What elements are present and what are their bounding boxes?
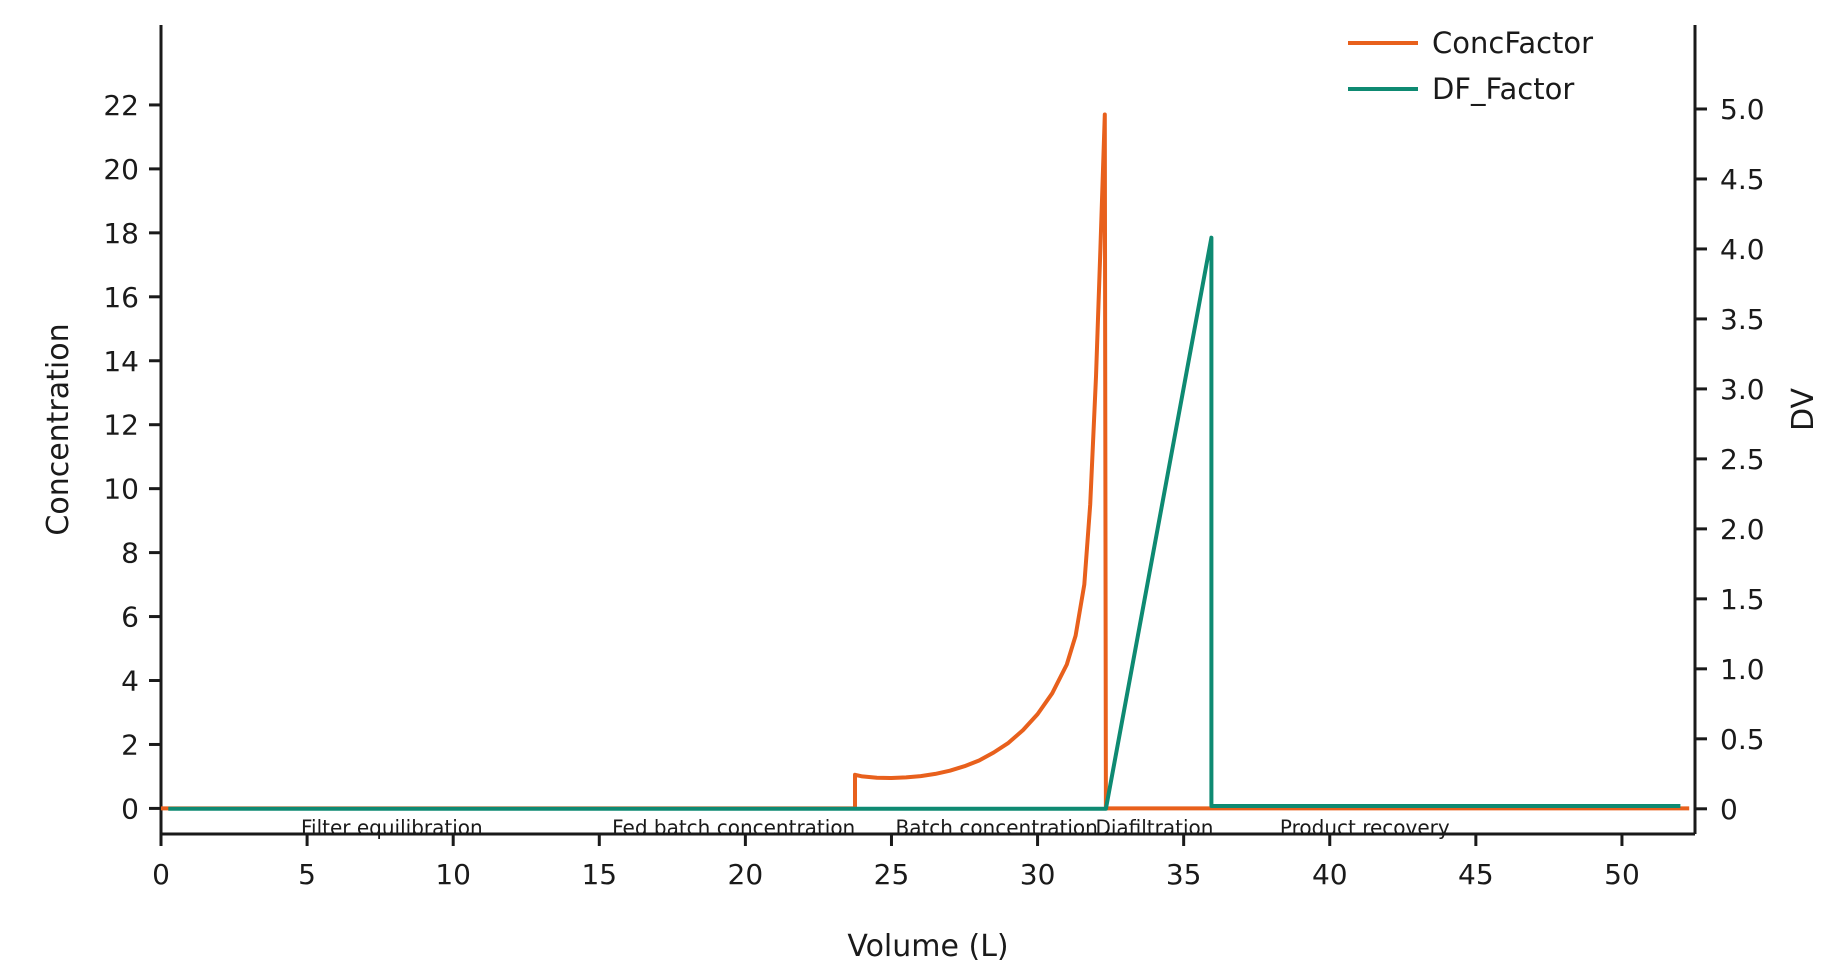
y2-tick-label: 0.5: [1720, 723, 1765, 756]
x-tick-label: 5: [298, 858, 316, 891]
y2-tick-label: 3.0: [1720, 373, 1765, 406]
y2-tick-label: 1.5: [1720, 583, 1765, 616]
y-tick-label: 22: [103, 89, 139, 122]
x-tick-label: 15: [581, 858, 617, 891]
x-tick-label: 0: [152, 858, 170, 891]
y-tick-label: 0: [121, 792, 139, 825]
axes-group: 0 5 10 15 20 25 30 35 40 45 50 0 2 4 6 8 10 12 14 16 18 20 22 0…: [103, 25, 1765, 891]
x-tick-label: 40: [1312, 858, 1348, 891]
y-tick-label: 8: [121, 537, 139, 570]
y2-tick-label: 2.5: [1720, 443, 1765, 476]
legend-label-concfactor: ConcFactor: [1432, 26, 1593, 60]
y-tick-label: 10: [103, 473, 139, 506]
phase-annotations: Filter equilibration Fed batch concentrat…: [301, 815, 1450, 839]
legend-label-df-factor: DF_Factor: [1432, 72, 1574, 106]
series-line-concfactor: [161, 112, 1690, 811]
y2-tick-label: 3.5: [1720, 303, 1765, 336]
y2-tick-label: 2.0: [1720, 513, 1765, 546]
y-tick-label: 4: [121, 665, 139, 698]
x-tick-label: 20: [728, 858, 764, 891]
phase-label: Filter equilibration: [301, 815, 483, 839]
y-axis-title: Concentration: [41, 323, 76, 535]
y-tick-label: 18: [103, 217, 139, 250]
phase-label: Batch concentration: [895, 815, 1097, 839]
x-tick-label: 45: [1458, 858, 1494, 891]
y2-axis-title: DV: [1786, 387, 1821, 431]
y-tick-label: 20: [103, 153, 139, 186]
y2-tick-label: 1.0: [1720, 653, 1765, 686]
series-group: [161, 112, 1690, 811]
phase-label: Fed batch concentration: [612, 815, 855, 839]
y2-tick-label: 4.0: [1720, 233, 1765, 266]
x-tick-label: 35: [1166, 858, 1202, 891]
y2-tick-label: 4.5: [1720, 163, 1765, 196]
x-tick-label: 25: [874, 858, 910, 891]
x-tick-label: 10: [435, 858, 471, 891]
phase-label: Product recovery: [1280, 815, 1450, 839]
y-tick-label: 6: [121, 601, 139, 634]
y2-tick-label: 0: [1720, 793, 1738, 826]
y-tick-label: 14: [103, 345, 139, 378]
y-tick-label: 2: [121, 728, 139, 761]
x-tick-label: 50: [1604, 858, 1640, 891]
y2-tick-label: 5.0: [1720, 93, 1765, 126]
x-tick-label: 30: [1020, 858, 1056, 891]
series-line-df-factor: [168, 235, 1681, 811]
phase-label: Diafiltration: [1095, 815, 1213, 839]
legend: ConcFactor DF_Factor: [1348, 26, 1593, 106]
y-tick-label: 16: [103, 281, 139, 314]
y-tick-label: 12: [103, 409, 139, 442]
x-axis-title: Volume (L): [847, 929, 1008, 964]
